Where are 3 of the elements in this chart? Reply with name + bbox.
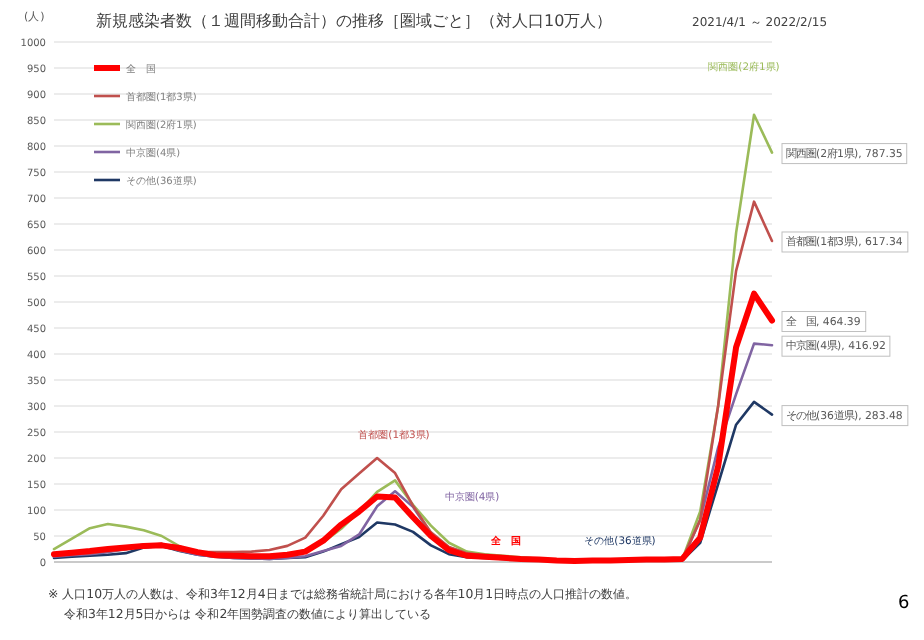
chart-title: 新規感染者数（１週間移動合計）の推移［圏域ごと］（対人口10万人）	[96, 12, 613, 30]
line-series	[51, 290, 775, 564]
text: 6	[898, 594, 910, 614]
